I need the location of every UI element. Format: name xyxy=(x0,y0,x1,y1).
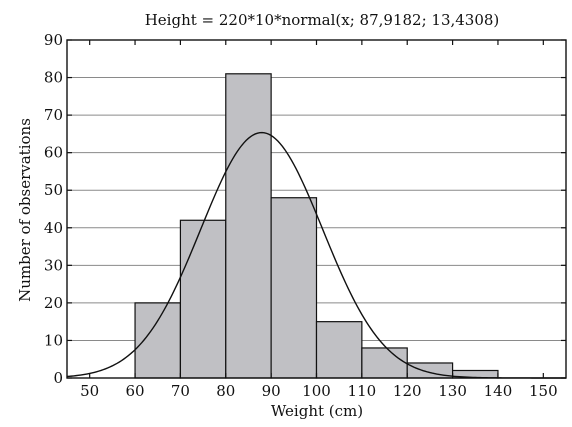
x-tick-label-80: 80 xyxy=(216,382,235,400)
y-tick-label-0: 0 xyxy=(53,369,63,387)
y-axis-tick-labels: 0 10 20 30 40 50 60 70 80 90 xyxy=(44,31,63,387)
x-axis-tick-labels: 50 60 70 80 90 100 110 120 130 140 150 xyxy=(80,382,558,400)
histogram-bar-70-80 xyxy=(179,219,227,379)
histogram-bar-90-100 xyxy=(270,197,318,379)
x-tick-label-150: 150 xyxy=(529,382,558,400)
y-tick-label-80: 80 xyxy=(44,69,63,87)
x-tick-label-70: 70 xyxy=(171,382,190,400)
x-tick-label-110: 110 xyxy=(348,382,377,400)
y-tick-label-30: 30 xyxy=(44,256,63,274)
y-tick-label-10: 10 xyxy=(44,331,63,349)
histogram-bars xyxy=(134,73,499,379)
x-tick-label-120: 120 xyxy=(393,382,422,400)
x-tick-label-50: 50 xyxy=(80,382,99,400)
y-tick-label-90: 90 xyxy=(44,31,63,49)
y-tick-label-40: 40 xyxy=(44,219,63,237)
x-tick-label-100: 100 xyxy=(302,382,331,400)
x-tick-label-130: 130 xyxy=(438,382,467,400)
histogram-bar-110-120 xyxy=(361,347,408,379)
x-axis-label: Weight (cm) xyxy=(271,402,363,420)
y-tick-label-60: 60 xyxy=(44,144,63,162)
x-tick-label-140: 140 xyxy=(484,382,513,400)
y-tick-label-20: 20 xyxy=(44,294,63,312)
x-tick-label-90: 90 xyxy=(262,382,281,400)
y-axis-label: Number of observations xyxy=(16,118,34,302)
y-tick-label-50: 50 xyxy=(44,181,63,199)
chart-title: Height = 220*10*normal(x; 87,9182; 13,43… xyxy=(145,11,500,29)
histogram-bar-100-110 xyxy=(315,321,363,379)
axis-ticks xyxy=(67,39,566,379)
histogram-bar-60-70 xyxy=(134,302,182,379)
histogram-bar-80-90 xyxy=(225,73,272,379)
y-tick-label-70: 70 xyxy=(44,106,63,124)
x-tick-label-60: 60 xyxy=(125,382,144,400)
